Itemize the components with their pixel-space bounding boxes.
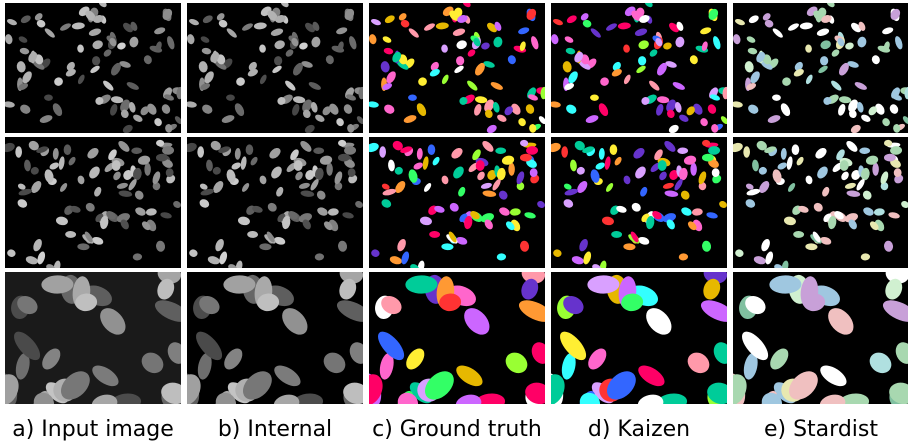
image-panel: [549, 0, 731, 135]
panel-caption: b) Internal: [218, 417, 332, 442]
nucleus: [144, 163, 151, 176]
panel-caption: c) Ground truth: [372, 417, 542, 442]
image-panel: [353, 263, 556, 419]
image-panel: [171, 263, 374, 419]
image-panel: [185, 0, 367, 135]
figure: a) Input image b) Internal c) Ground truth…: [0, 0, 908, 443]
image-panel: [367, 0, 549, 135]
image-panel: [365, 137, 546, 273]
image-panel: [3, 0, 185, 135]
image-panel: [1, 137, 182, 273]
panel-caption: d) Kaizen: [588, 417, 690, 442]
nucleus: [690, 163, 697, 176]
image-panel: [547, 137, 728, 273]
image-panel: [729, 137, 908, 273]
image-panel: [0, 263, 192, 419]
nucleus: [326, 163, 333, 176]
image-panel: [731, 0, 908, 135]
image-panel: [717, 263, 908, 419]
nucleus: [872, 163, 879, 176]
nucleus: [508, 163, 515, 176]
image-panel: [535, 263, 738, 419]
panel-caption: a) Input image: [12, 417, 174, 442]
panel-caption: e) Stardist: [764, 417, 878, 442]
image-panel: [183, 137, 364, 273]
